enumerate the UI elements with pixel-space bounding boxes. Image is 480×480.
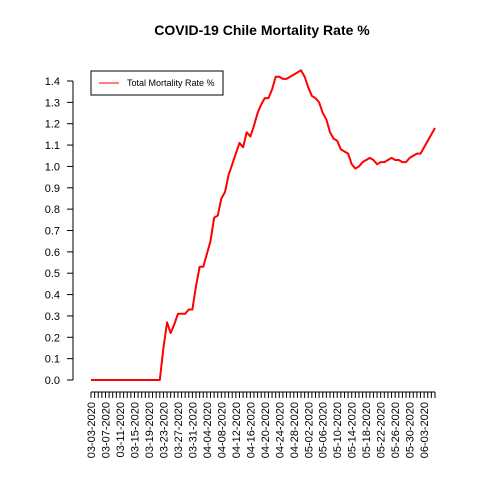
y-tick-label: 0.3: [45, 311, 60, 323]
x-tick-label: 03-19-2020: [144, 402, 156, 458]
x-tick-label: 03-03-2020: [86, 402, 98, 458]
x-tick-label: 04-16-2020: [245, 402, 257, 458]
x-tick-label: 04-08-2020: [216, 402, 228, 458]
y-tick-label: 1.1: [45, 140, 60, 152]
x-tick-label: 05-22-2020: [376, 402, 388, 458]
x-axis-ticks: [90, 392, 436, 398]
x-tick-label: 03-15-2020: [129, 402, 141, 458]
x-tick-label: 05-14-2020: [347, 402, 359, 458]
y-tick-label: 0.8: [45, 204, 60, 216]
y-tick-label: 0.2: [45, 332, 60, 344]
y-tick-label: 1.4: [45, 76, 60, 88]
legend: Total Mortality Rate %: [90, 70, 224, 96]
x-tick-label: 04-24-2020: [274, 402, 286, 458]
x-tick-label: 03-23-2020: [158, 402, 170, 458]
x-tick-label: 03-11-2020: [115, 402, 127, 457]
x-tick-label: 03-31-2020: [187, 402, 199, 458]
x-tick-label: 03-27-2020: [173, 402, 185, 458]
x-tick-label: 05-02-2020: [303, 402, 315, 458]
chart-title: COVID-19 Chile Mortality Rate %: [154, 22, 370, 38]
y-tick-label: 1.2: [45, 119, 60, 131]
x-tick-label: 04-20-2020: [260, 402, 272, 458]
x-tick-label: 04-28-2020: [289, 402, 301, 458]
x-tick-label: 05-30-2020: [405, 402, 417, 458]
y-tick-label: 1.0: [45, 161, 60, 173]
y-tick-label: 0.6: [45, 247, 60, 259]
x-tick-label: 05-26-2020: [390, 402, 402, 458]
x-tick-label: 04-12-2020: [231, 402, 243, 458]
y-axis-ticks: 0.0 0.1 0.2 0.3 0.4 0.5 0.6 0.7 0.8 0.9 1.0 1.1 1.2 1…: [45, 76, 73, 387]
y-tick-label: 0.4: [45, 290, 60, 302]
x-axis-labels: 03-03-2020 03-07-2020 03-11-2020 03-15-2020…: [86, 402, 431, 458]
y-tick-label: 0.9: [45, 183, 60, 195]
y-tick-label: 0.1: [45, 354, 60, 366]
x-tick-label: 05-06-2020: [318, 402, 330, 458]
series-line-total-mortality-rate: [91, 69, 436, 381]
x-tick-label: 04-04-2020: [202, 402, 214, 458]
x-tick-label: 06-03-2020: [419, 402, 431, 458]
x-tick-label: 03-07-2020: [100, 402, 112, 458]
x-tick-label: 05-18-2020: [361, 402, 373, 458]
y-tick-label: 0.5: [45, 268, 60, 280]
x-tick-label: 05-10-2020: [332, 402, 344, 458]
y-tick-label: 1.3: [45, 97, 60, 109]
y-tick-label: 0.7: [45, 226, 60, 238]
legend-label: Total Mortality Rate %: [127, 78, 215, 88]
y-tick-label: 0.0: [45, 375, 60, 387]
